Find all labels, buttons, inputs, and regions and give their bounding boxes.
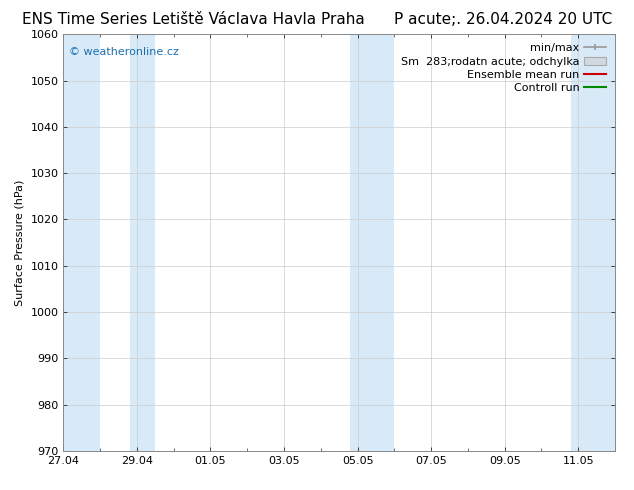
Text: © weatheronline.cz: © weatheronline.cz: [69, 47, 179, 57]
Bar: [129, 34, 155, 451]
Legend: min/max, Sm  283;rodatn acute; odchylka, Ensemble mean run, Controll run: min/max, Sm 283;rodatn acute; odchylka, …: [398, 40, 609, 97]
Bar: [571, 34, 615, 451]
Bar: [350, 34, 394, 451]
Bar: [63, 34, 100, 451]
Y-axis label: Surface Pressure (hPa): Surface Pressure (hPa): [15, 179, 25, 306]
Text: ENS Time Series Letiště Václava Havla Praha      P acute;. 26.04.2024 20 UTC: ENS Time Series Letiště Václava Havla Pr…: [22, 12, 612, 27]
